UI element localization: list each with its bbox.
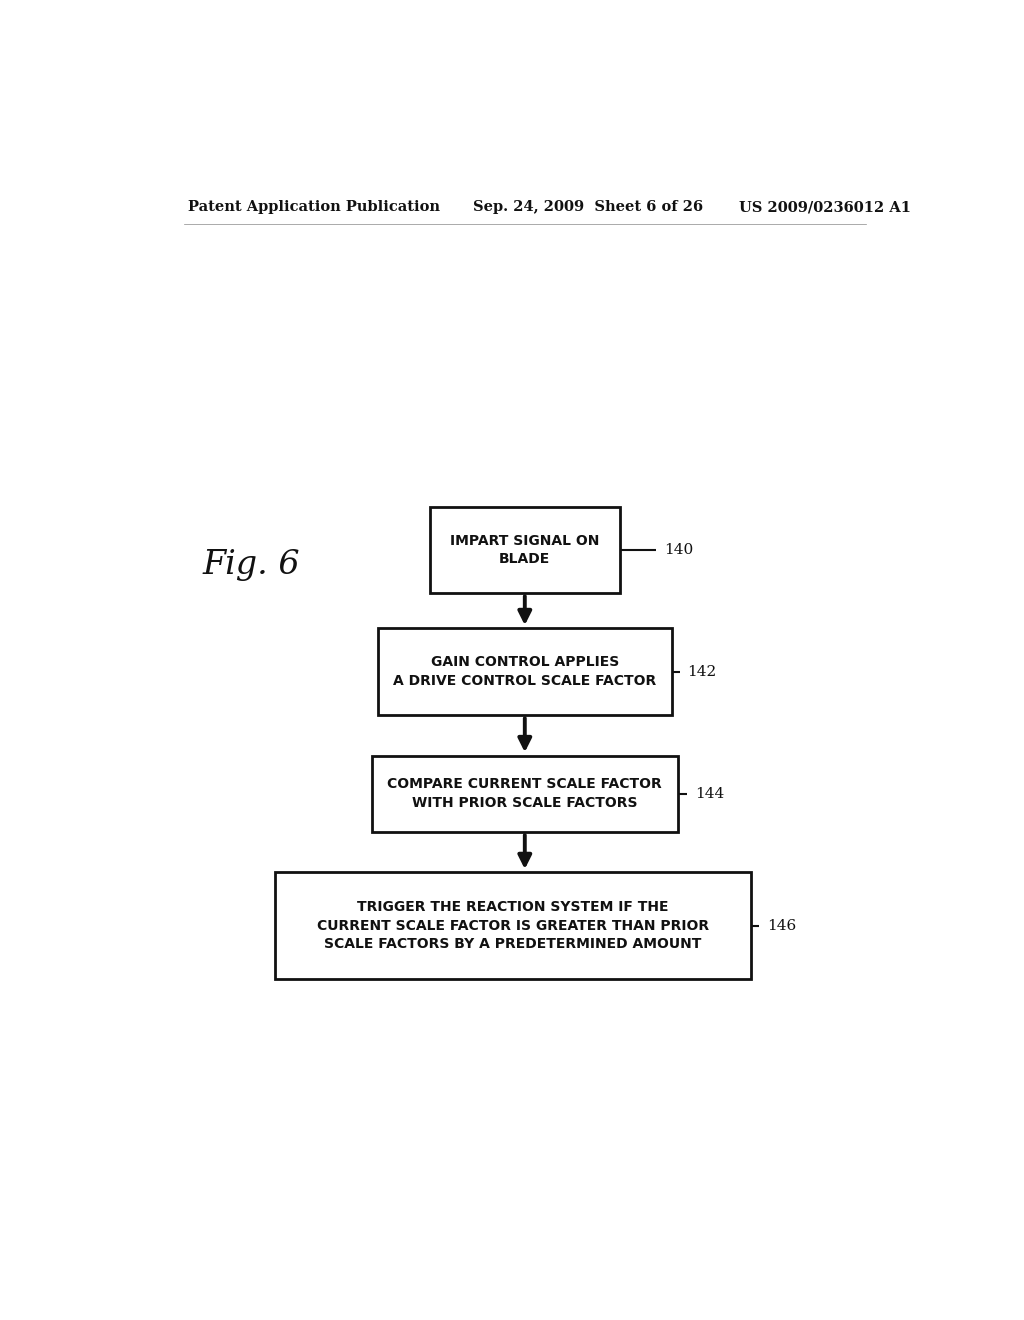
- Text: Sep. 24, 2009  Sheet 6 of 26: Sep. 24, 2009 Sheet 6 of 26: [473, 201, 703, 214]
- Text: COMPARE CURRENT SCALE FACTOR
WITH PRIOR SCALE FACTORS: COMPARE CURRENT SCALE FACTOR WITH PRIOR …: [387, 777, 663, 810]
- Text: 142: 142: [687, 665, 717, 678]
- Text: US 2009/0236012 A1: US 2009/0236012 A1: [739, 201, 911, 214]
- Text: 140: 140: [664, 543, 693, 557]
- FancyBboxPatch shape: [378, 628, 672, 715]
- Text: GAIN CONTROL APPLIES
A DRIVE CONTROL SCALE FACTOR: GAIN CONTROL APPLIES A DRIVE CONTROL SCA…: [393, 656, 656, 688]
- FancyBboxPatch shape: [372, 755, 678, 832]
- Text: IMPART SIGNAL ON
BLADE: IMPART SIGNAL ON BLADE: [451, 533, 599, 566]
- FancyBboxPatch shape: [430, 507, 620, 593]
- Text: TRIGGER THE REACTION SYSTEM IF THE
CURRENT SCALE FACTOR IS GREATER THAN PRIOR
SC: TRIGGER THE REACTION SYSTEM IF THE CURRE…: [316, 900, 709, 952]
- Text: Fig. 6: Fig. 6: [202, 549, 300, 581]
- Text: Patent Application Publication: Patent Application Publication: [187, 201, 439, 214]
- FancyBboxPatch shape: [274, 873, 751, 979]
- Text: 144: 144: [695, 787, 725, 801]
- Text: 146: 146: [767, 919, 796, 933]
